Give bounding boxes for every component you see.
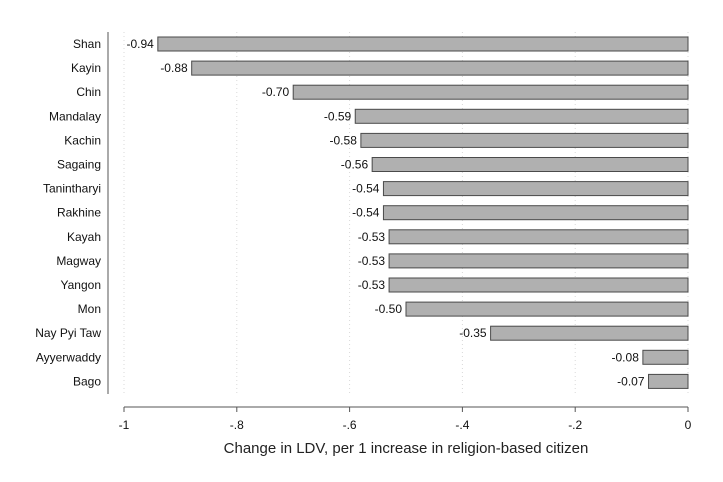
bar [388, 253, 689, 269]
data-label: -0.53 [358, 254, 386, 268]
data-label: -0.54 [352, 182, 380, 196]
x-axis: -1 -.8 -.6 -.4 -.2 0 [107, 32, 692, 432]
data-label: -0.08 [612, 350, 640, 364]
data-label: -0.54 [352, 206, 380, 220]
bars [157, 36, 689, 389]
category-label: Kachin [64, 133, 101, 147]
data-label: -0.53 [358, 278, 386, 292]
x-tick-label: -.2 [568, 418, 582, 432]
category-label: Kayah [67, 230, 101, 244]
bar [360, 132, 689, 148]
x-axis-title: Change in LDV, per 1 increase in religio… [224, 440, 589, 457]
bar [371, 157, 689, 172]
x-tick-label: -.4 [455, 418, 469, 432]
bar [292, 84, 689, 100]
category-label: Rakhine [57, 206, 101, 220]
bar [382, 205, 689, 221]
bar [388, 229, 689, 245]
data-label: -0.59 [324, 109, 352, 123]
category-label: Sagaing [57, 158, 101, 172]
category-label: Kayin [71, 61, 101, 75]
data-label: -0.88 [160, 61, 188, 75]
x-tick-label: -.8 [230, 418, 244, 432]
x-tick-label: -1 [119, 418, 130, 432]
data-label: -0.94 [126, 37, 154, 51]
data-label: -0.50 [375, 302, 403, 316]
value-labels: -0.94 -0.88 -0.70 -0.59 -0.58 -0.56 -0.54 -0.54… [126, 37, 644, 388]
bar [490, 325, 689, 341]
data-label: -0.53 [358, 230, 386, 244]
bar [405, 301, 689, 317]
bar [642, 349, 689, 365]
category-label: Bago [73, 374, 101, 388]
category-label: Mon [78, 302, 101, 316]
category-label: Nay Pyi Taw [35, 326, 101, 340]
bar [157, 36, 689, 52]
category-labels: Shan Kayin Chin Mandalay Kachin Sagaing Tanint… [35, 37, 101, 388]
data-label: -0.56 [341, 158, 369, 172]
bar [648, 373, 689, 389]
bar [388, 277, 689, 293]
bar [191, 60, 689, 76]
category-label: Magway [56, 254, 101, 268]
bar [354, 108, 689, 124]
category-label: Tanintharyi [43, 182, 101, 196]
x-tick-label: 0 [685, 418, 692, 432]
category-label: Mandalay [49, 109, 101, 123]
x-tick-label: -.6 [343, 418, 357, 432]
category-label: Ayyerwaddy [36, 350, 101, 364]
data-label: -0.70 [262, 85, 290, 99]
bar [382, 181, 689, 197]
data-label: -0.58 [330, 133, 358, 147]
category-label: Chin [76, 85, 101, 99]
category-label: Yangon [61, 278, 101, 292]
category-label: Shan [73, 37, 101, 51]
data-label: -0.07 [617, 374, 645, 388]
data-label: -0.35 [459, 326, 487, 340]
